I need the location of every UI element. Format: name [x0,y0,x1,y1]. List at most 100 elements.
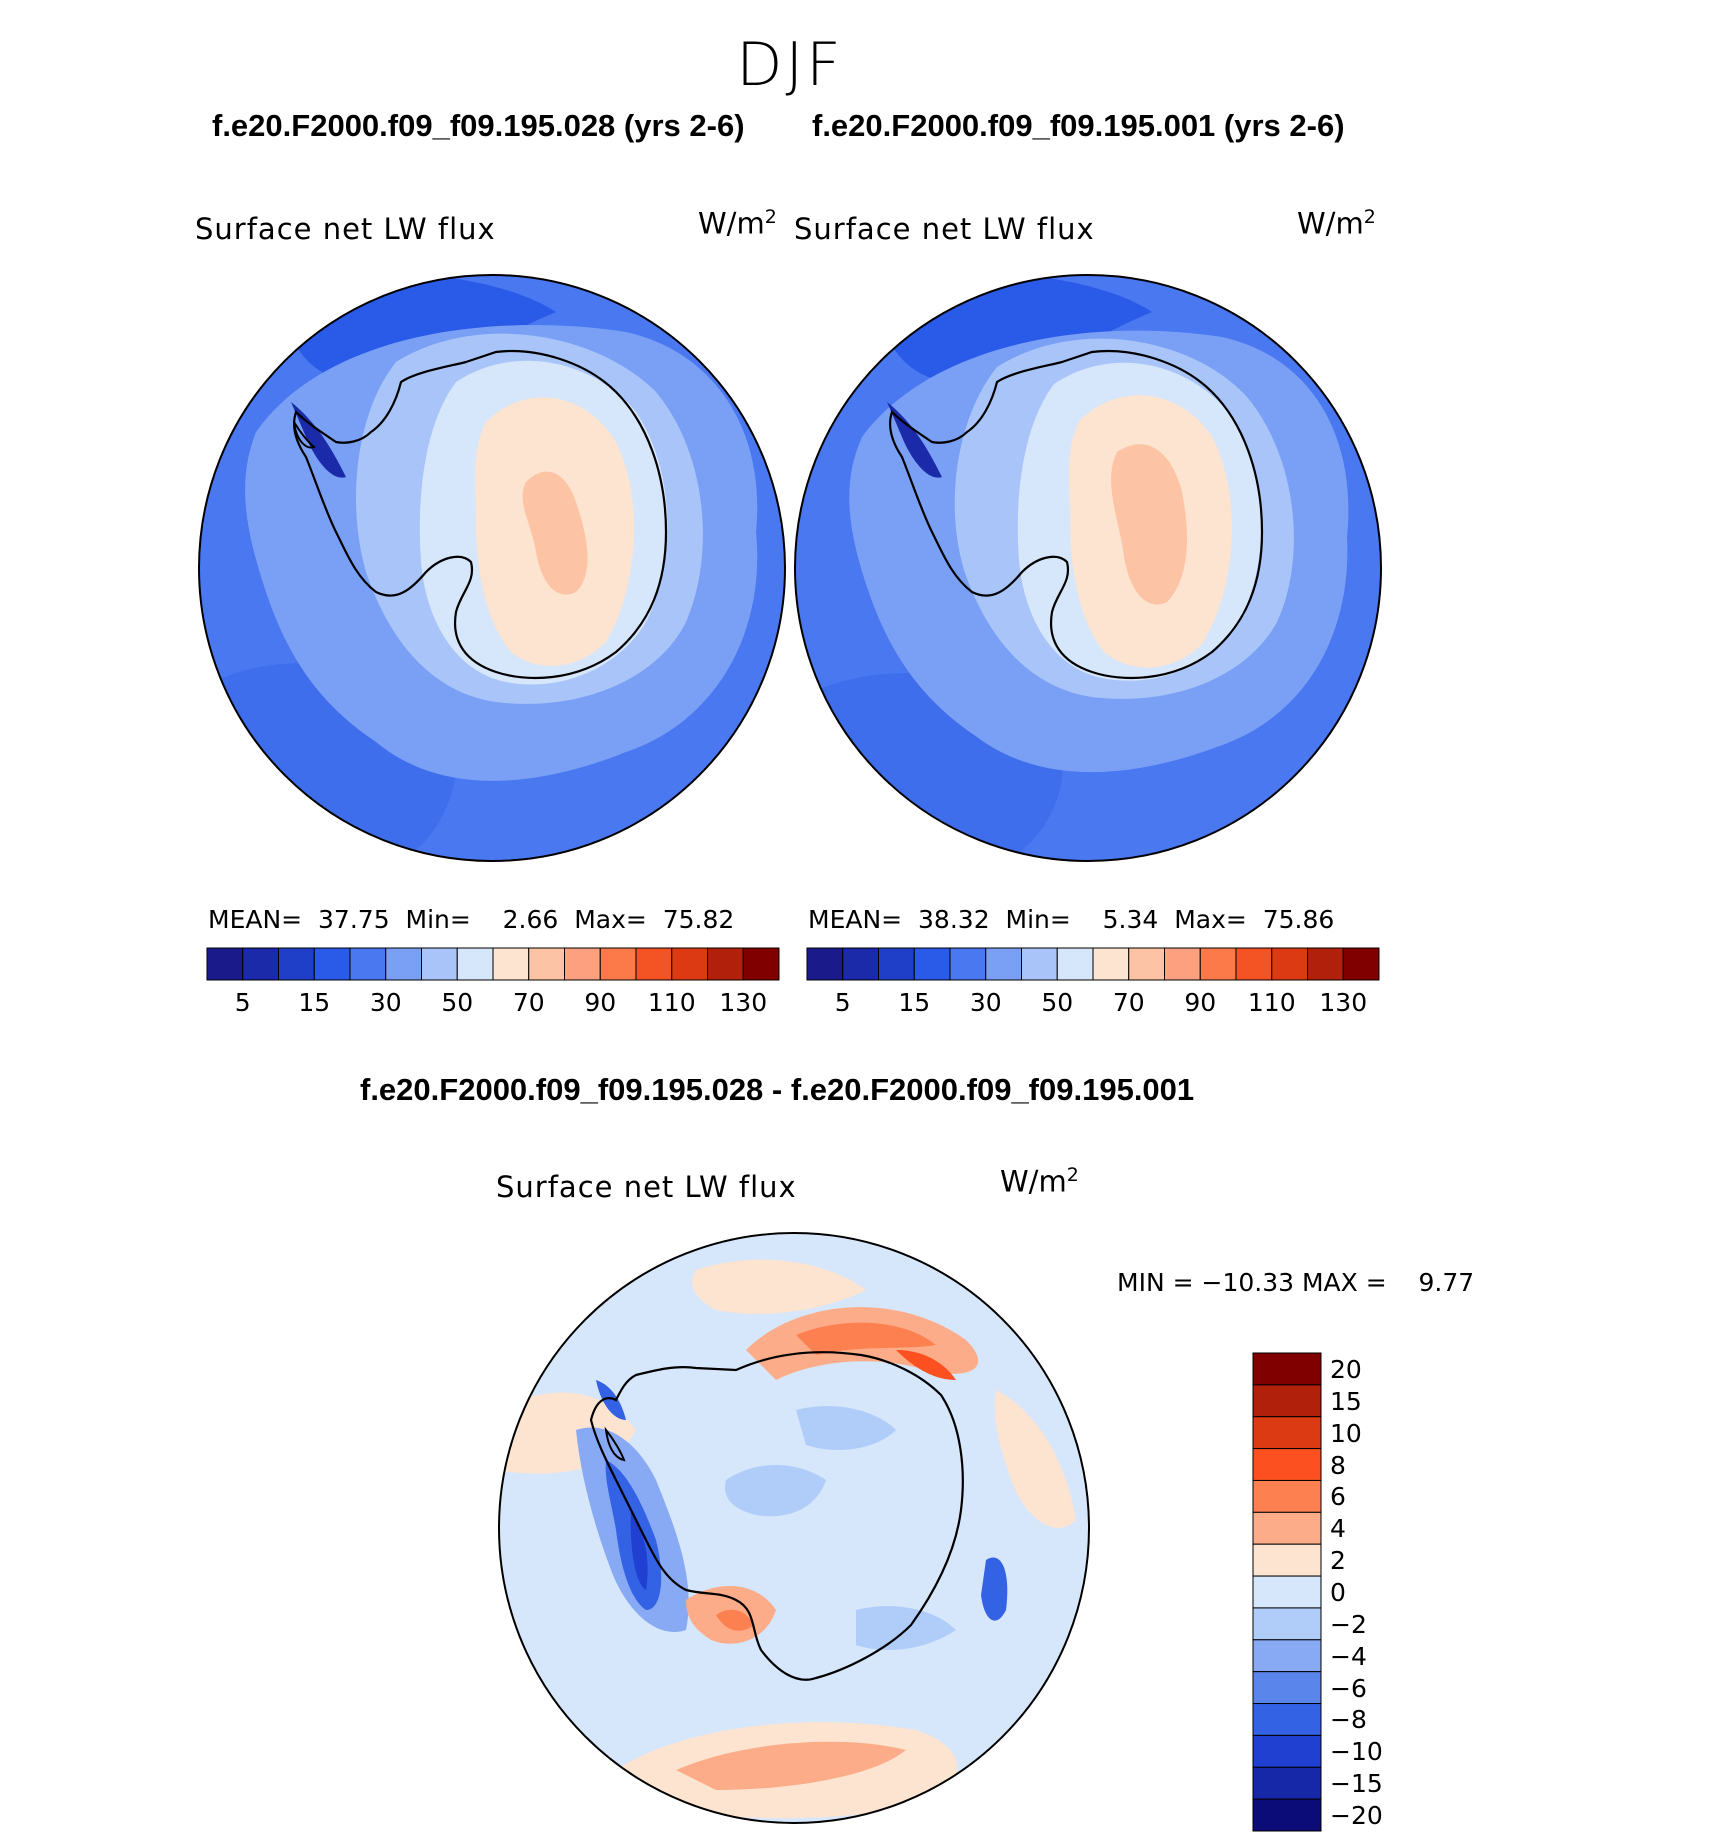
panel2-colorbar-swatch [806,947,844,981]
panel1-variable-label: Surface net LW flux [195,212,496,246]
panel1-colorbar-swatch [671,947,708,981]
panel1-colorbar-swatch [349,947,387,981]
diff-colorbar-tick-label: 4 [1330,1514,1346,1544]
panel1-colorbar-tick-label: 30 [369,988,402,1017]
diff-colorbar-swatch [1252,1511,1322,1545]
diff-colorbar-tick-label: −4 [1330,1641,1367,1671]
panel1-colorbar [206,947,780,981]
diff-stats: MIN = −10.33 MAX = 9.77 [1117,1268,1475,1297]
panel1-colorbar-swatch [313,947,351,981]
diff-colorbar-tick-label: 8 [1330,1450,1346,1480]
panel2-colorbar-swatch [878,947,915,981]
diff-colorbar-swatch [1252,1766,1322,1800]
panel1-colorbar-tick-label: 15 [298,988,331,1017]
diff-units: W/m2 [1000,1164,1079,1199]
diff-colorbar-ticks: 20 15 10 8 6 4 2 0 −2 −4 −6 −8 −10 −15 −20 [1330,1352,1450,1832]
panel1-colorbar-tick-label: 110 [647,988,696,1017]
panel1-polar-map [198,274,786,862]
case-title-right: f.e20.F2000.f09_f09.195.001 (yrs 2-6) [812,108,1345,143]
diff-colorbar-tick-label: −8 [1330,1705,1367,1735]
panel1-colorbar-swatch [742,947,780,981]
panel2-colorbar-swatch [1164,947,1201,981]
panel2-colorbar-tick-label: 70 [1112,988,1145,1017]
panel2-colorbar-swatch [1021,947,1058,981]
panel2-colorbar-tick-label: 130 [1319,988,1368,1017]
diff-colorbar-tick-label: 15 [1330,1386,1362,1416]
panel2-colorbar-tick-label: 50 [1041,988,1074,1017]
panel1-colorbar-swatch [206,947,244,981]
diff-colorbar-swatch [1252,1607,1322,1641]
diff-colorbar-tick-label: −6 [1330,1673,1367,1703]
panel2-colorbar-swatch [1235,947,1273,981]
diff-colorbar-tick-label: −2 [1330,1609,1367,1639]
panel2-stats: MEAN= 38.32 Min= 5.34 Max= 75.86 [808,905,1335,934]
diff-colorbar-tick-label: −10 [1330,1737,1383,1767]
diff-colorbar-swatch [1252,1671,1322,1705]
diff-colorbar-swatch [1252,1479,1322,1513]
panel1-colorbar-swatch [492,947,530,981]
panel1-colorbar-ticks: 5 15 30 50 70 90 110 130 [206,988,780,1022]
case-title-left: f.e20.F2000.f09_f09.195.028 (yrs 2-6) [212,108,745,143]
diff-title: f.e20.F2000.f09_f09.195.028 - f.e20.F200… [360,1072,1195,1107]
diff-colorbar-tick-label: −20 [1330,1801,1383,1831]
panel1-colorbar-swatch [421,947,458,981]
diff-colorbar-swatch [1252,1703,1322,1736]
panel1-colorbar-tick-label: 90 [584,988,617,1017]
panel2-colorbar-tick-label: 5 [834,988,851,1017]
panel2-colorbar-swatch [913,947,951,981]
diff-colorbar-swatch [1252,1352,1322,1386]
diff-colorbar-swatch [1252,1639,1322,1673]
panel2-colorbar-swatch [842,947,879,981]
panel2-colorbar-tick-label: 110 [1247,988,1296,1017]
panel2-colorbar-swatch [1092,947,1130,981]
panel2-variable-label: Surface net LW flux [794,212,1095,246]
panel1-units: W/m2 [698,206,777,241]
panel1-colorbar-swatch [278,947,315,981]
panel1-colorbar-swatch [385,947,422,981]
season-title: DJF [736,30,844,100]
panel2-colorbar-swatch [985,947,1022,981]
panel1-colorbar-swatch [528,947,565,981]
panel1-colorbar-swatch [456,947,494,981]
diff-colorbar-swatch [1252,1448,1322,1481]
panel1-colorbar-tick-label: 130 [719,988,768,1017]
diff-polar-map [498,1232,1090,1824]
diff-colorbar-swatch [1252,1416,1322,1450]
panel2-colorbar-tick-label: 30 [969,988,1002,1017]
panel2-colorbar [806,947,1380,981]
panel1-colorbar-swatch [635,947,673,981]
panel2-polar-map [794,274,1382,862]
diff-colorbar-tick-label: −15 [1330,1769,1383,1799]
panel1-colorbar-swatch [707,947,744,981]
diff-colorbar-swatch [1252,1734,1322,1768]
panel2-units: W/m2 [1297,206,1376,241]
panel2-colorbar-swatch [1199,947,1237,981]
diff-colorbar-swatch [1252,1384,1322,1418]
panel2-colorbar-tick-label: 90 [1184,988,1217,1017]
panel1-colorbar-swatch [242,947,279,981]
panel2-colorbar-swatch [1271,947,1308,981]
diff-variable-label: Surface net LW flux [496,1170,797,1204]
diff-colorbar-swatch [1252,1798,1322,1832]
panel1-colorbar-swatch [599,947,637,981]
diff-colorbar-tick-label: 6 [1330,1482,1346,1512]
diff-colorbar-swatch [1252,1543,1322,1577]
diff-colorbar [1252,1352,1322,1832]
diff-colorbar-tick-label: 2 [1330,1546,1346,1576]
diff-colorbar-tick-label: 20 [1330,1354,1362,1384]
panel1-colorbar-tick-label: 70 [512,988,545,1017]
panel2-colorbar-ticks: 5 15 30 50 70 90 110 130 [806,988,1380,1022]
panel1-colorbar-tick-label: 50 [441,988,474,1017]
panel1-colorbar-tick-label: 5 [234,988,251,1017]
panel1-colorbar-swatch [564,947,601,981]
diff-colorbar-swatch [1252,1575,1322,1609]
panel2-colorbar-swatch [1342,947,1380,981]
diff-colorbar-tick-label: 10 [1330,1418,1362,1448]
panel2-colorbar-tick-label: 15 [898,988,931,1017]
panel2-colorbar-swatch [1307,947,1344,981]
panel2-colorbar-swatch [1128,947,1165,981]
panel2-colorbar-swatch [949,947,987,981]
panel1-stats: MEAN= 37.75 Min= 2.66 Max= 75.82 [208,905,735,934]
panel2-colorbar-swatch [1056,947,1094,981]
diff-colorbar-tick-label: 0 [1330,1578,1346,1607]
